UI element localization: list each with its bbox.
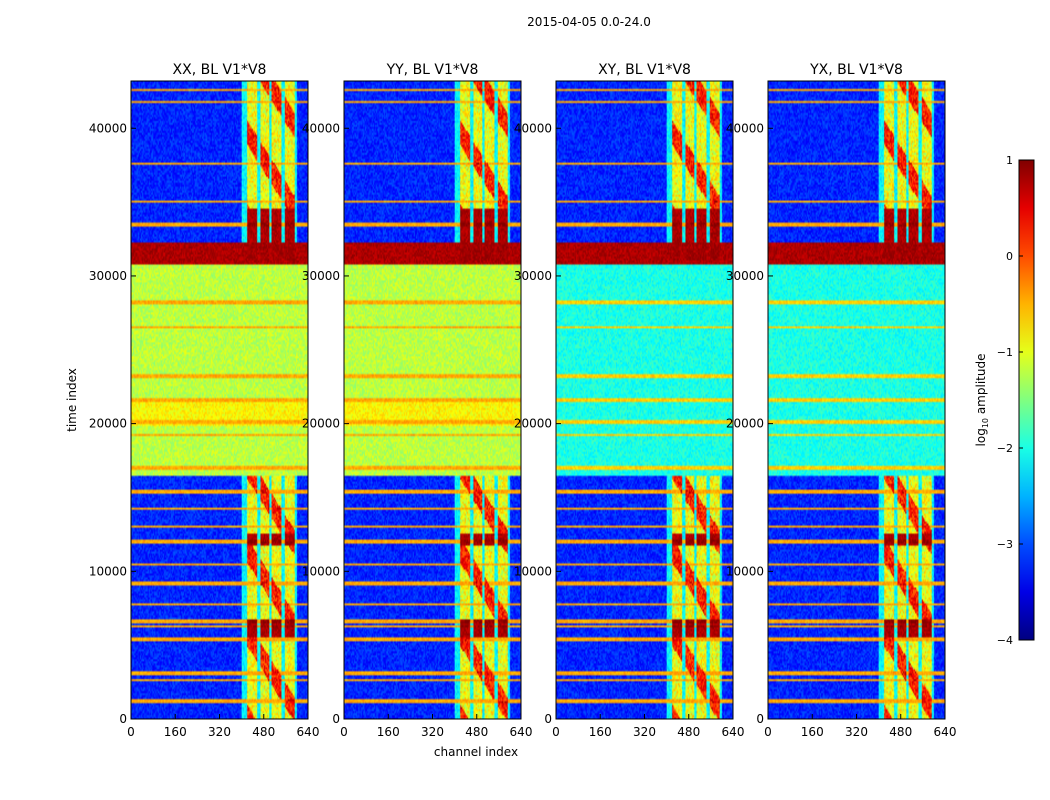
y-axis-label: time index <box>65 368 79 432</box>
x-tick-label: 480 <box>677 725 700 739</box>
colorbar-tick-label: −4 <box>997 634 1013 647</box>
x-tick-label: 0 <box>764 725 772 739</box>
y-tick-label: 40000 <box>514 121 552 135</box>
x-tick-label: 0 <box>127 725 135 739</box>
y-tick-label: 0 <box>544 712 552 726</box>
colorbar-tick-label: −1 <box>997 346 1013 359</box>
y-tick-label: 30000 <box>302 269 340 283</box>
y-tick-label: 0 <box>756 712 764 726</box>
y-tick-label: 20000 <box>514 417 552 431</box>
heatmap-image <box>556 81 733 719</box>
x-tick-label: 640 <box>722 725 745 739</box>
panel-3: XY, BL V1*V8 0 160 320 480 640 0 10000 20000 3000… <box>514 62 745 739</box>
x-tick-label: 160 <box>801 725 824 739</box>
y-tick-label: 30000 <box>726 269 764 283</box>
colorbar-label: log10 amplitude <box>974 354 990 447</box>
x-tick-label: 0 <box>552 725 560 739</box>
x-tick-label: 640 <box>934 725 957 739</box>
panel-1: XX, BL V1*V8 0 160 320 480 640 0 10000 20000 3000… <box>89 62 320 739</box>
y-tick-label: 0 <box>332 712 340 726</box>
colorbar-tick-label: 0 <box>1006 250 1013 263</box>
panel-title: YX, BL V1*V8 <box>809 62 903 78</box>
y-tick-label: 10000 <box>89 564 127 578</box>
x-tick-label: 320 <box>633 725 656 739</box>
colorbar-tick-label: −2 <box>997 442 1013 455</box>
heatmap-image <box>768 81 945 719</box>
y-tick-label: 40000 <box>89 121 127 135</box>
y-tick-label: 10000 <box>726 564 764 578</box>
panel-title: YY, BL V1*V8 <box>386 62 479 78</box>
x-tick-label: 480 <box>889 725 912 739</box>
x-tick-label: 640 <box>297 725 320 739</box>
colorbar: 1 0 −1 −2 −3 −4 <box>997 154 1035 647</box>
panel-4: YX, BL V1*V8 0 160 320 480 640 0 10000 20000 3000… <box>726 62 957 739</box>
y-tick-label: 20000 <box>726 417 764 431</box>
y-tick-label: 40000 <box>726 121 764 135</box>
colorbar-gradient <box>1018 159 1035 641</box>
y-tick-label: 10000 <box>302 564 340 578</box>
y-tick-label: 30000 <box>89 269 127 283</box>
x-tick-label: 480 <box>252 725 275 739</box>
heatmap-image <box>344 81 521 719</box>
y-tick-label: 40000 <box>302 121 340 135</box>
x-tick-label: 320 <box>421 725 444 739</box>
panel-title: XX, BL V1*V8 <box>173 62 267 78</box>
x-tick-label: 160 <box>589 725 612 739</box>
y-tick-label: 0 <box>119 712 127 726</box>
panel-title: XY, BL V1*V8 <box>598 62 691 78</box>
x-tick-label: 160 <box>164 725 187 739</box>
panels-group: XX, BL V1*V8 0 160 320 480 640 0 10000 20000 3000… <box>89 62 957 739</box>
colorbar-tick-label: 1 <box>1006 154 1013 167</box>
heatmap-image <box>131 81 308 719</box>
x-tick-label: 320 <box>845 725 868 739</box>
x-tick-label: 160 <box>377 725 400 739</box>
panel-2: YY, BL V1*V8 0 160 320 480 640 0 10000 20000 3000… <box>302 62 533 739</box>
y-tick-label: 10000 <box>514 564 552 578</box>
x-axis-label: channel index <box>434 745 518 759</box>
y-tick-label: 20000 <box>302 417 340 431</box>
x-tick-label: 0 <box>340 725 348 739</box>
y-tick-label: 20000 <box>89 417 127 431</box>
colorbar-tick-label: −3 <box>997 538 1013 551</box>
figure-suptitle: 2015-04-05 0.0-24.0 <box>527 15 651 29</box>
x-tick-label: 320 <box>208 725 231 739</box>
x-tick-label: 640 <box>510 725 533 739</box>
x-tick-label: 480 <box>465 725 488 739</box>
y-tick-label: 30000 <box>514 269 552 283</box>
